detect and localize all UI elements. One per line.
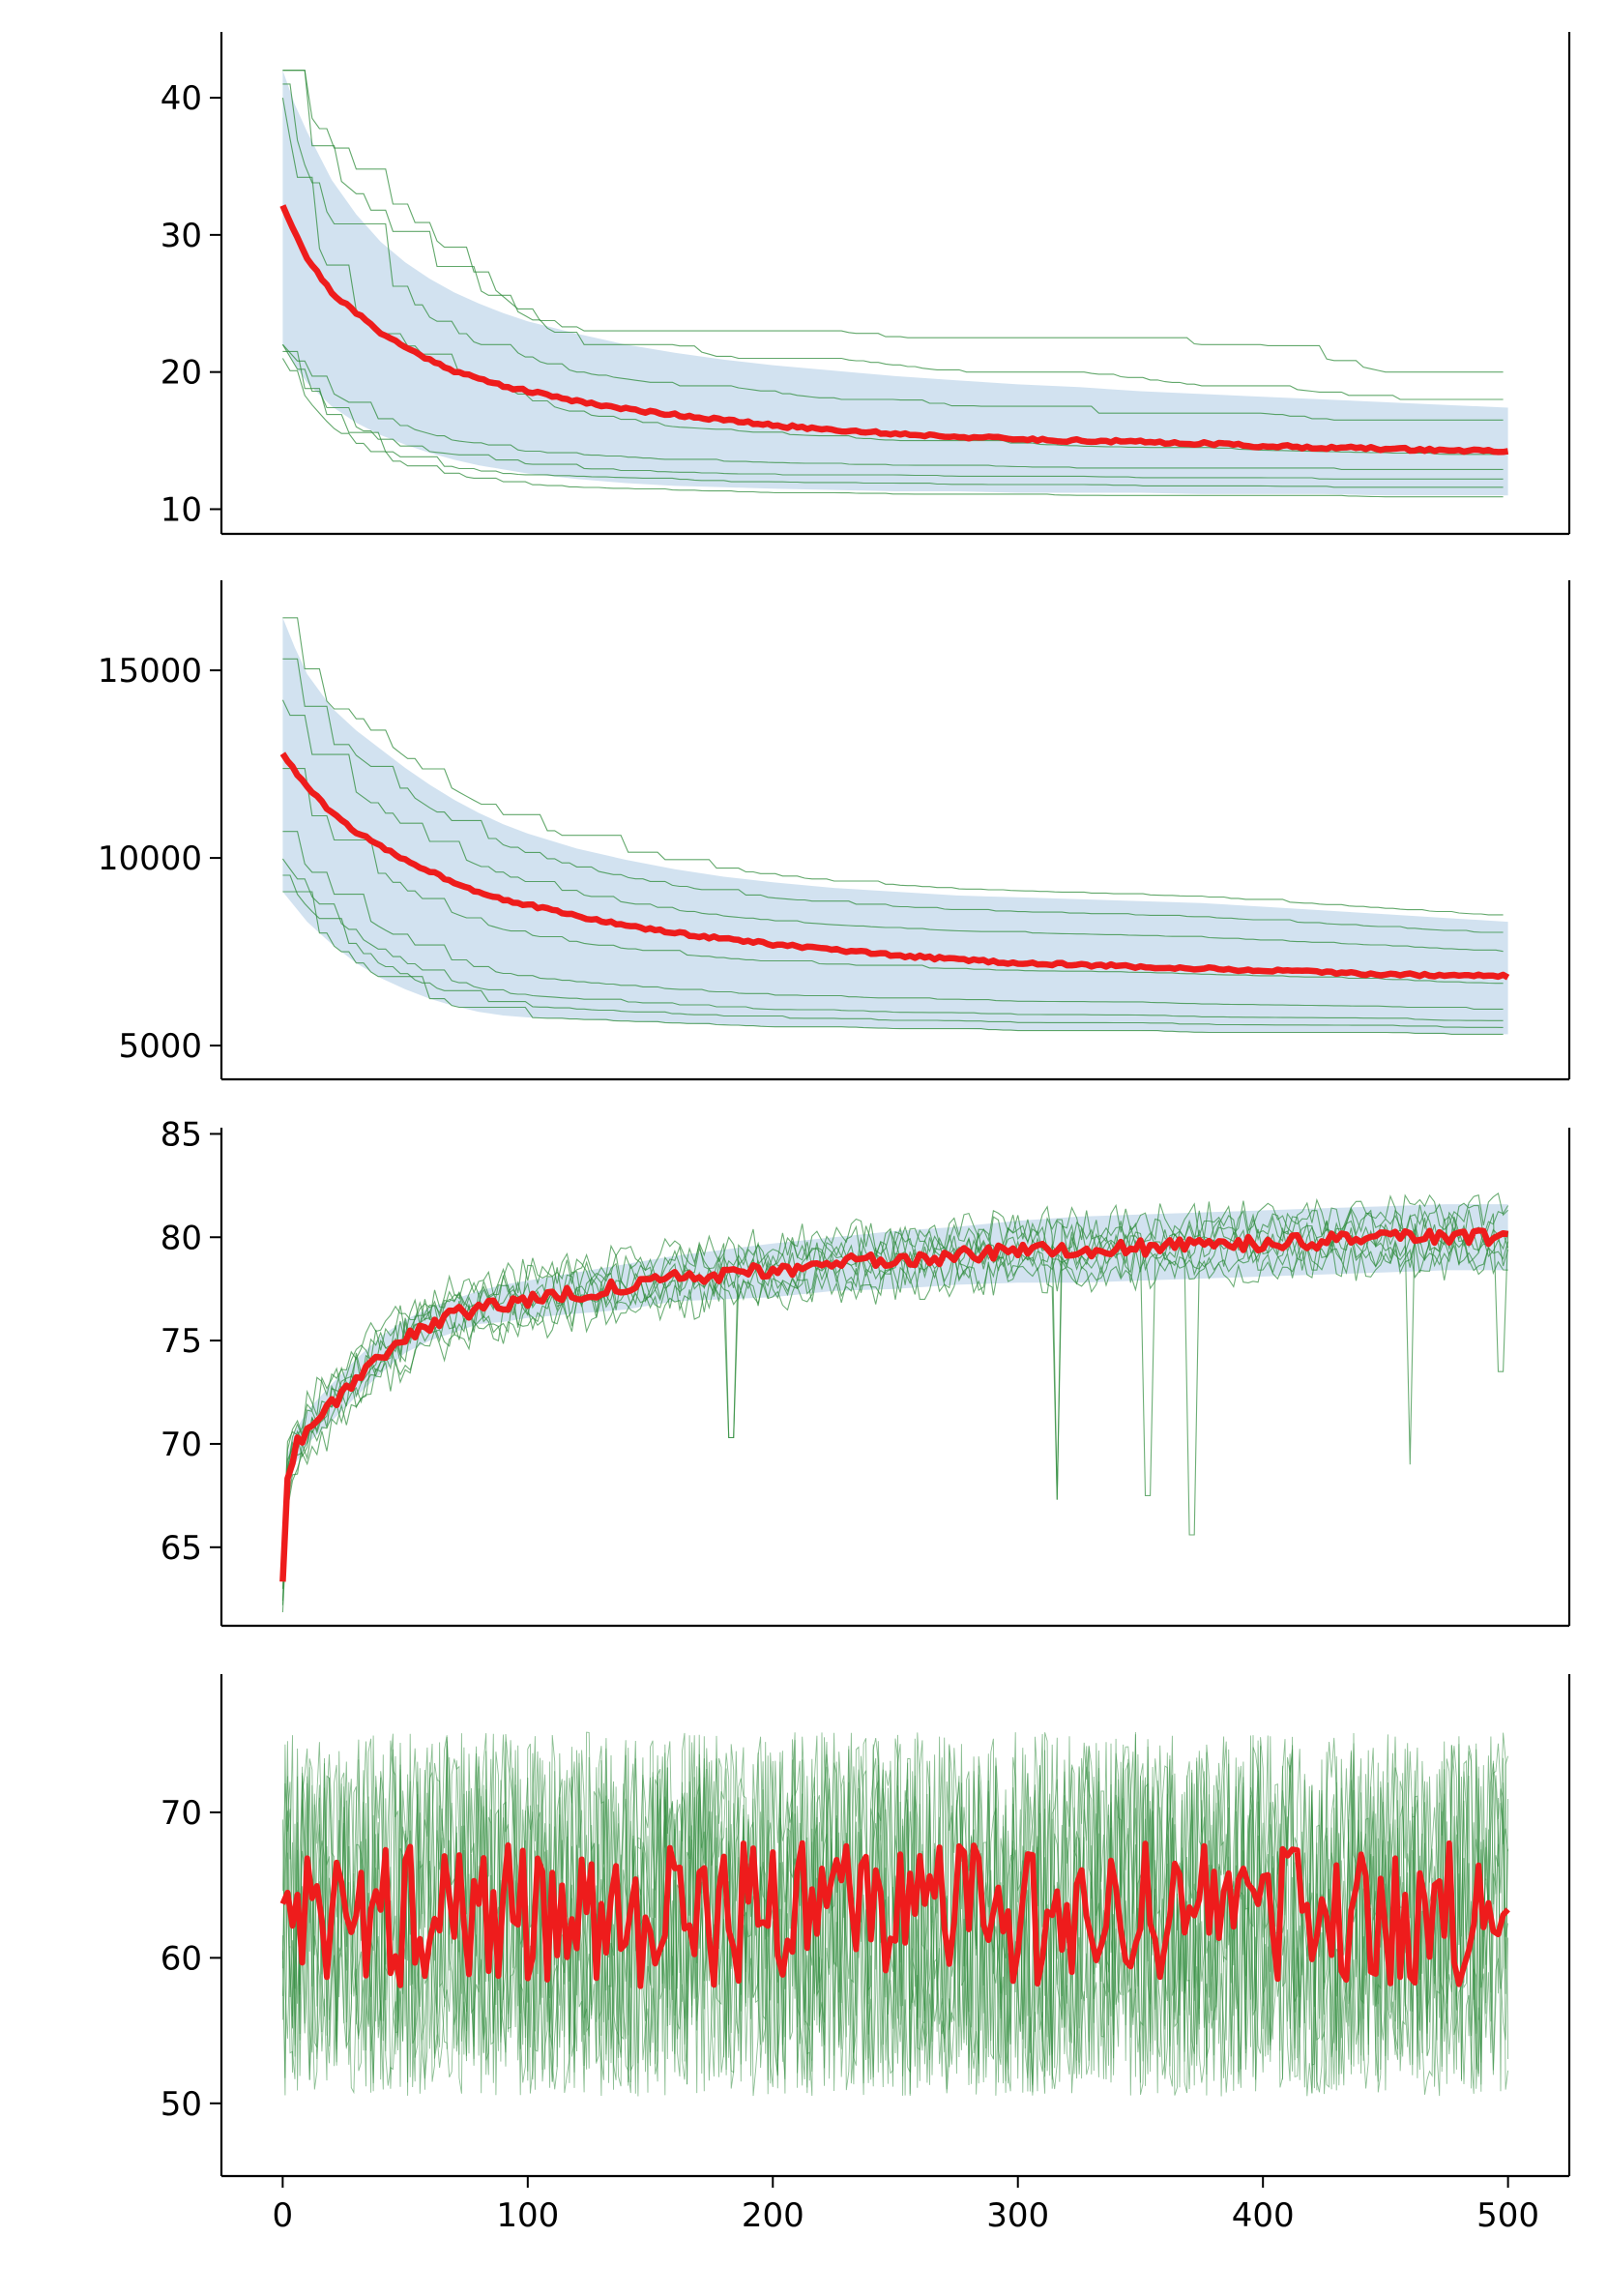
- x-tick-label: 500: [1476, 2196, 1539, 2235]
- run-line: [281, 1732, 1509, 2097]
- y-tick-label: 60: [161, 1939, 202, 1978]
- y-tick-label: 70: [161, 1426, 202, 1464]
- panel-1-cost-chart: 10 20 30 40: [161, 32, 1571, 536]
- x-tick-label: 0: [273, 2196, 294, 2235]
- run-line: [281, 699, 1504, 953]
- run-line: [282, 70, 1504, 400]
- mean-line: [279, 751, 1510, 981]
- x-tick-label: 200: [742, 2196, 804, 2235]
- y-tick-label: 5000: [118, 1027, 202, 1066]
- run-line: [282, 658, 1504, 933]
- y-tick-label: 80: [161, 1219, 202, 1257]
- run-line: [282, 874, 1504, 1028]
- std-band: [282, 617, 1508, 1035]
- x-tick-label: 300: [986, 2196, 1049, 2235]
- run-line: [281, 1209, 1509, 1575]
- mean-line: [279, 1840, 1510, 1989]
- y-tick-label: 85: [161, 1115, 202, 1154]
- x-tick-label: 400: [1232, 2196, 1295, 2235]
- y-tick-label: 65: [161, 1529, 202, 1568]
- y-tick-label: 15000: [98, 652, 202, 691]
- run-line: [282, 768, 1504, 985]
- run-line: [282, 891, 1504, 1035]
- panel-3-score-chart: 65 70 75 80 85: [161, 1115, 1571, 1628]
- y-tick-label: 70: [161, 1794, 202, 1833]
- run-line: [281, 343, 1504, 470]
- run-line: [281, 358, 1504, 498]
- run-line: [282, 617, 1504, 916]
- run-line: [281, 344, 1504, 480]
- x-tick-label: 100: [496, 2196, 559, 2235]
- std-band: [282, 1204, 1508, 1600]
- y-tick-label: 50: [161, 2085, 202, 2124]
- std-band: [282, 70, 1508, 496]
- run-line: [282, 83, 1504, 421]
- y-tick-label: 20: [161, 354, 202, 393]
- y-tick-label: 30: [161, 217, 202, 255]
- panel-4-noisy-score-chart: 50 60 70 0 100 200 300 400 500: [161, 1674, 1571, 2235]
- run-line: [281, 1733, 1509, 2097]
- y-tick-label: 75: [161, 1322, 202, 1361]
- run-line: [281, 1733, 1509, 2097]
- run-line: [282, 350, 1504, 488]
- panel-2-cost-chart: 5000 10000 15000: [98, 580, 1571, 1081]
- run-line: [281, 1192, 1508, 1563]
- mean-line: [279, 1227, 1509, 1582]
- run-line: [281, 1244, 1508, 1613]
- y-tick-label: 10: [161, 490, 202, 529]
- mean-line: [279, 204, 1509, 456]
- run-line: [282, 70, 1504, 373]
- run-line: [281, 1236, 1509, 1605]
- run-line: [281, 1227, 1509, 1602]
- run-line: [281, 858, 1504, 1021]
- run-line: [281, 1216, 1509, 1589]
- run-line: [282, 831, 1504, 1010]
- y-tick-label: 40: [161, 79, 202, 118]
- y-tick-label: 10000: [98, 839, 202, 878]
